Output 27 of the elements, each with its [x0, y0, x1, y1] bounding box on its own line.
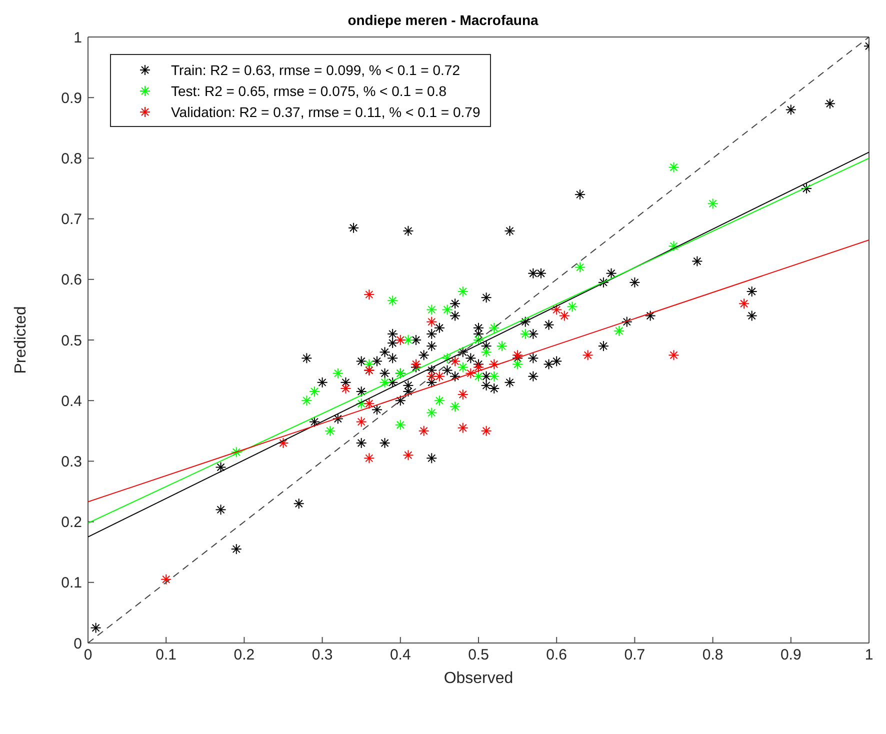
y-tick-label: 0.7 — [61, 211, 82, 228]
x-axis-title: Observed — [444, 670, 514, 687]
y-tick-label: 0.9 — [61, 90, 82, 107]
x-tick-label: 0.1 — [156, 646, 177, 664]
y-tick-label: 0.4 — [61, 392, 82, 410]
legend-label: Validation: R2 = 0.37, rmse = 0.11, % < 0.1 = 0.79 — [171, 104, 480, 120]
x-tick-label: 0.2 — [234, 646, 255, 664]
x-tick-label: 0.4 — [390, 646, 411, 664]
chart-title: ondiepe meren - Macrofauna — [346, 12, 540, 28]
y-tick-label: 1 — [74, 29, 82, 46]
legend-label: Train: R2 = 0.63, rmse = 0.099, % < 0.1 = 0.72 — [171, 62, 460, 78]
y-tick-label: 0.6 — [61, 272, 82, 289]
x-tick-label: 0.8 — [702, 646, 724, 664]
x-tick-label: 0.3 — [312, 646, 333, 664]
x-tick-label: 0.5 — [468, 646, 489, 664]
x-tick-label: 1 — [864, 646, 874, 664]
y-tick-label: 0.8 — [61, 150, 82, 168]
y-tick-label: 0.2 — [61, 514, 82, 532]
x-tick-label: 0.9 — [780, 646, 802, 664]
y-tick-label: 0 — [74, 635, 82, 652]
y-axis-title: Predicted — [12, 306, 30, 374]
y-tick-label: 0.1 — [61, 574, 82, 592]
y-tick-label: 0.3 — [61, 454, 82, 471]
x-tick-label: 0.7 — [624, 646, 646, 664]
legend-label: Test: R2 = 0.65, rmse = 0.075, % < 0.1 = 0.8 — [171, 82, 446, 98]
y-tick-label: 0.5 — [61, 332, 82, 350]
x-tick-label: 0.6 — [546, 646, 568, 664]
